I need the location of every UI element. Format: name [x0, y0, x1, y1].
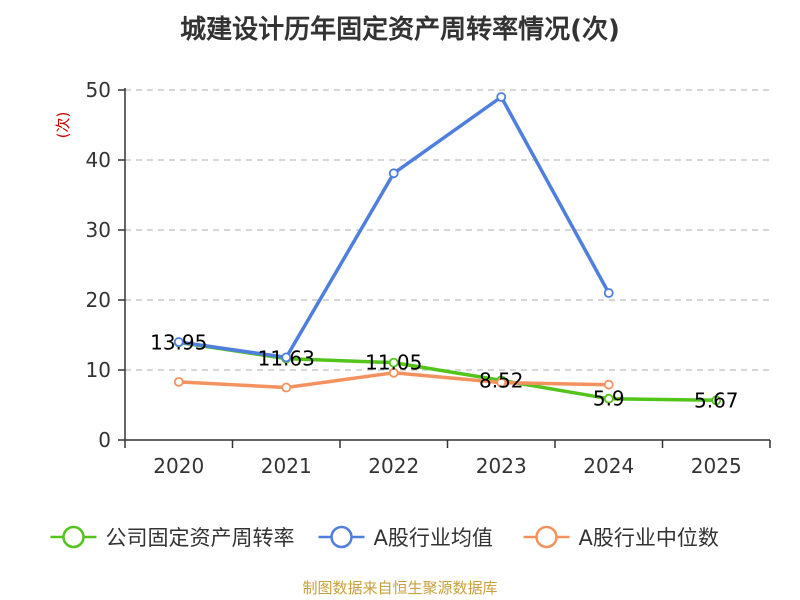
- legend-marker-1: [330, 525, 353, 549]
- chart-title: 城建设计历年固定资产周转率情况(次): [180, 14, 620, 45]
- legend-marker-2: [535, 525, 558, 549]
- legend-label-1: A股行业均值: [374, 526, 493, 550]
- data-label: 13.95: [150, 330, 207, 354]
- source-note: 制图数据来自恒生聚源数据库: [302, 579, 497, 597]
- legend: 公司固定资产周转率 A股行业均值 A股行业中位数: [50, 525, 719, 550]
- data-point: [496, 377, 507, 388]
- data-point: [173, 337, 184, 347]
- legend-label-2: A股行业中位数: [579, 526, 719, 550]
- x-tick-label: 2024: [583, 454, 634, 478]
- x-tick-label: 2022: [368, 454, 419, 478]
- data-point: [603, 379, 614, 390]
- data-point: [388, 168, 399, 179]
- y-tick-label: 20: [86, 288, 111, 312]
- data-point: [603, 393, 614, 404]
- data-label: 8.52: [479, 368, 524, 392]
- y-tick-label: 0: [98, 428, 111, 452]
- data-label: 5.9: [593, 387, 625, 411]
- data-point: [281, 352, 292, 363]
- grid-lines: [125, 89, 770, 371]
- data-label: 5.67: [694, 388, 739, 412]
- legend-marker-0: [62, 525, 85, 549]
- y-tick-label: 40: [86, 148, 111, 172]
- data-point: [711, 395, 722, 406]
- data-point: [603, 288, 614, 298]
- x-tick-label: 2023: [476, 454, 527, 478]
- x-tick-label: 2020: [153, 454, 204, 478]
- data-point: [388, 367, 399, 378]
- data-point: [496, 92, 507, 102]
- axes: 0 10 20 30 40 50 2020 2021 2022 2023 2024 2025: [86, 78, 771, 478]
- data-label: 11.05: [365, 351, 422, 375]
- series-line-1: [178, 95, 611, 360]
- data-point: [173, 376, 184, 387]
- x-tick-label: 2021: [261, 454, 312, 478]
- y-tick-label: 50: [86, 78, 111, 102]
- legend-label-0: 公司固定资产周转率: [106, 526, 295, 550]
- data-label: 11.63: [258, 347, 315, 371]
- x-tick-label: 2025: [691, 454, 742, 478]
- y-tick-label: 30: [86, 218, 111, 242]
- data-point: [388, 357, 399, 368]
- data-point: [281, 382, 292, 393]
- data-labels: 13.95 11.63 11.05 8.52 5.9 5.67: [150, 330, 738, 412]
- y-tick-label: 10: [86, 358, 111, 382]
- y-axis-label: (次): [54, 112, 72, 139]
- series-lines: [173, 92, 722, 406]
